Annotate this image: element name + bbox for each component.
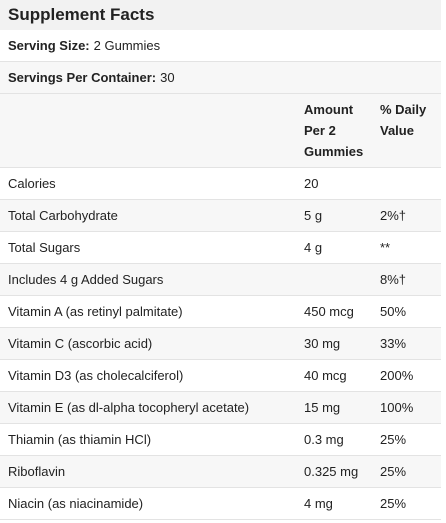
amount-header: Amount Per 2 Gummies: [304, 102, 364, 159]
nutrient-row: Vitamin C (ascorbic acid) 30 mg 33%: [0, 328, 441, 360]
nutrient-amount: 0.3 mg: [304, 432, 344, 447]
nutrient-row: Calories 20: [0, 168, 441, 200]
nutrient-name: Calories: [8, 176, 56, 191]
nutrient-amount: 5 g: [304, 208, 323, 223]
nutrient-row: Vitamin D3 (as cholecalciferol) 40 mcg 200…: [0, 360, 441, 392]
nutrient-rows: Calories 20 Total Carbohydrate 5 g 2%† Total …: [0, 168, 441, 520]
nutrient-daily-value: 200%: [380, 368, 414, 383]
nutrient-name: Thiamin (as thiamin HCl): [8, 432, 152, 447]
nutrient-daily-value: 25%: [380, 496, 407, 511]
nutrient-daily-value: 100%: [380, 400, 414, 415]
nutrient-amount: 30 mg: [304, 336, 341, 351]
nutrient-name: Vitamin A (as retinyl palmitate): [8, 304, 183, 319]
nutrient-daily-value: 25%: [380, 464, 407, 479]
nutrient-row: Thiamin (as thiamin HCl) 0.3 mg 25%: [0, 424, 441, 456]
serving-size-label: Serving Size:: [8, 38, 90, 53]
nutrient-daily-value: 25%: [380, 432, 407, 447]
nutrient-name: Includes 4 g Added Sugars: [8, 272, 164, 287]
servings-per-container-row: Servings Per Container: 30: [0, 62, 441, 94]
nutrient-daily-value: **: [380, 240, 391, 255]
nutrient-name: Vitamin E (as dl-alpha tocopheryl acetat…: [8, 400, 250, 415]
nutrient-row: Niacin (as niacinamide) 4 mg 25%: [0, 488, 441, 520]
servings-per-container-label: Servings Per Container:: [8, 70, 157, 85]
nutrient-amount: 15 mg: [304, 400, 341, 415]
nutrient-daily-value: 50%: [380, 304, 407, 319]
nutrient-amount: 40 mcg: [304, 368, 347, 383]
daily-value-header: % Daily Value: [380, 102, 427, 138]
nutrient-name: Riboflavin: [8, 464, 66, 479]
nutrient-daily-value: 2%†: [380, 208, 407, 223]
nutrient-name: Total Carbohydrate: [8, 208, 118, 223]
nutrient-row: Includes 4 g Added Sugars 8%†: [0, 264, 441, 296]
nutrient-row: Vitamin E (as dl-alpha tocopheryl acetat…: [0, 392, 441, 424]
nutrient-row: Total Sugars 4 g **: [0, 232, 441, 264]
serving-size-value: 2 Gummies: [93, 38, 161, 53]
nutrient-amount: 20: [304, 176, 319, 191]
servings-per-container-value: 30: [160, 70, 175, 85]
nutrient-name: Total Sugars: [8, 240, 81, 255]
column-header-row: Amount Per 2 Gummies % Daily Value: [0, 94, 441, 168]
nutrient-row: Total Carbohydrate 5 g 2%†: [0, 200, 441, 232]
nutrient-amount: 4 g: [304, 240, 323, 255]
nutrient-row: Riboflavin 0.325 mg 25%: [0, 456, 441, 488]
panel-title: Supplement Facts: [0, 0, 441, 30]
serving-size-row: Serving Size: 2 Gummies: [0, 30, 441, 62]
nutrient-amount: 0.325 mg: [304, 464, 359, 479]
nutrient-amount: 450 mcg: [304, 304, 354, 319]
nutrient-daily-value: 33%: [380, 336, 407, 351]
nutrient-name: Vitamin D3 (as cholecalciferol): [8, 368, 184, 383]
nutrient-name: Niacin (as niacinamide): [8, 496, 144, 511]
nutrient-amount: 4 mg: [304, 496, 333, 511]
nutrient-name: Vitamin C (ascorbic acid): [8, 336, 153, 351]
nutrient-daily-value: 8%†: [380, 272, 407, 287]
nutrient-row: Vitamin A (as retinyl palmitate) 450 mcg 5…: [0, 296, 441, 328]
